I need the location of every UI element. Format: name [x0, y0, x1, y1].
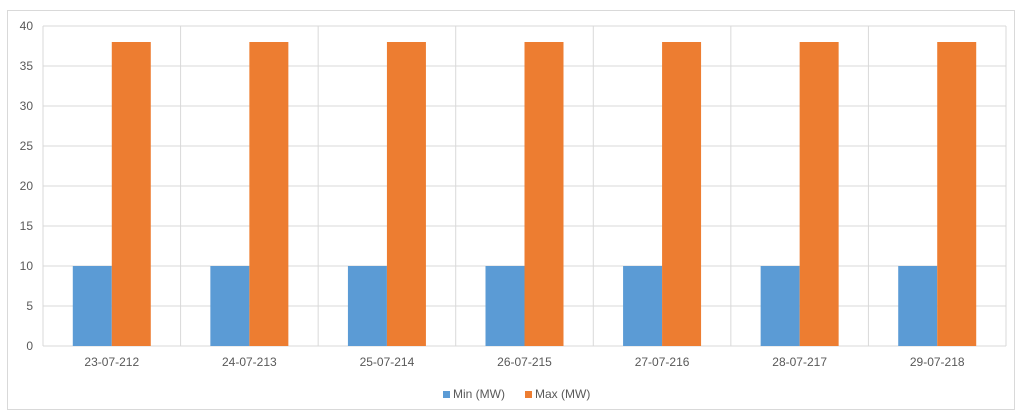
- bar-max: [799, 42, 839, 346]
- legend-label: Max (MW): [535, 387, 590, 401]
- bar-min: [898, 266, 938, 346]
- bar-max: [249, 42, 289, 346]
- y-tick-label: 15: [20, 219, 34, 233]
- legend-swatch: [525, 391, 532, 398]
- x-tick-label: 29-07-218: [910, 355, 965, 369]
- x-tick-label: 24-07-213: [222, 355, 277, 369]
- bars: [72, 42, 977, 346]
- bar-max: [937, 42, 977, 346]
- y-tick-label: 40: [20, 19, 34, 33]
- bar-min: [210, 266, 250, 346]
- y-tick-label: 30: [20, 99, 34, 113]
- bar-max: [111, 42, 151, 346]
- bar-min: [485, 266, 525, 346]
- x-tick-label: 25-07-214: [360, 355, 415, 369]
- bar-max: [524, 42, 564, 346]
- y-tick-label: 25: [20, 139, 34, 153]
- x-tick-label: 28-07-217: [772, 355, 827, 369]
- y-tick-label: 10: [20, 259, 34, 273]
- x-tick-label: 27-07-216: [635, 355, 690, 369]
- gridlines: [42, 25, 1007, 347]
- legend-swatch: [443, 391, 450, 398]
- bar-min: [347, 266, 387, 346]
- bar-min: [760, 266, 800, 346]
- x-tick-label: 26-07-215: [497, 355, 552, 369]
- x-tick-label: 23-07-212: [84, 355, 139, 369]
- bar-max: [386, 42, 426, 346]
- y-tick-label: 35: [20, 59, 34, 73]
- y-axis-ticks: 0 5 10 15 20 25 30 35 40: [20, 19, 34, 353]
- bar-min: [623, 266, 663, 346]
- y-tick-label: 0: [26, 339, 33, 353]
- y-tick-label: 20: [20, 179, 34, 193]
- bar-max: [662, 42, 702, 346]
- y-tick-label: 5: [26, 299, 33, 313]
- legend-label: Min (MW): [453, 387, 505, 401]
- bar-min: [72, 266, 112, 346]
- legend: Min (MW) Max (MW): [443, 387, 590, 401]
- x-axis-ticks: 23-07-212 24-07-213 25-07-214 26-07-215 27-0…: [84, 355, 964, 369]
